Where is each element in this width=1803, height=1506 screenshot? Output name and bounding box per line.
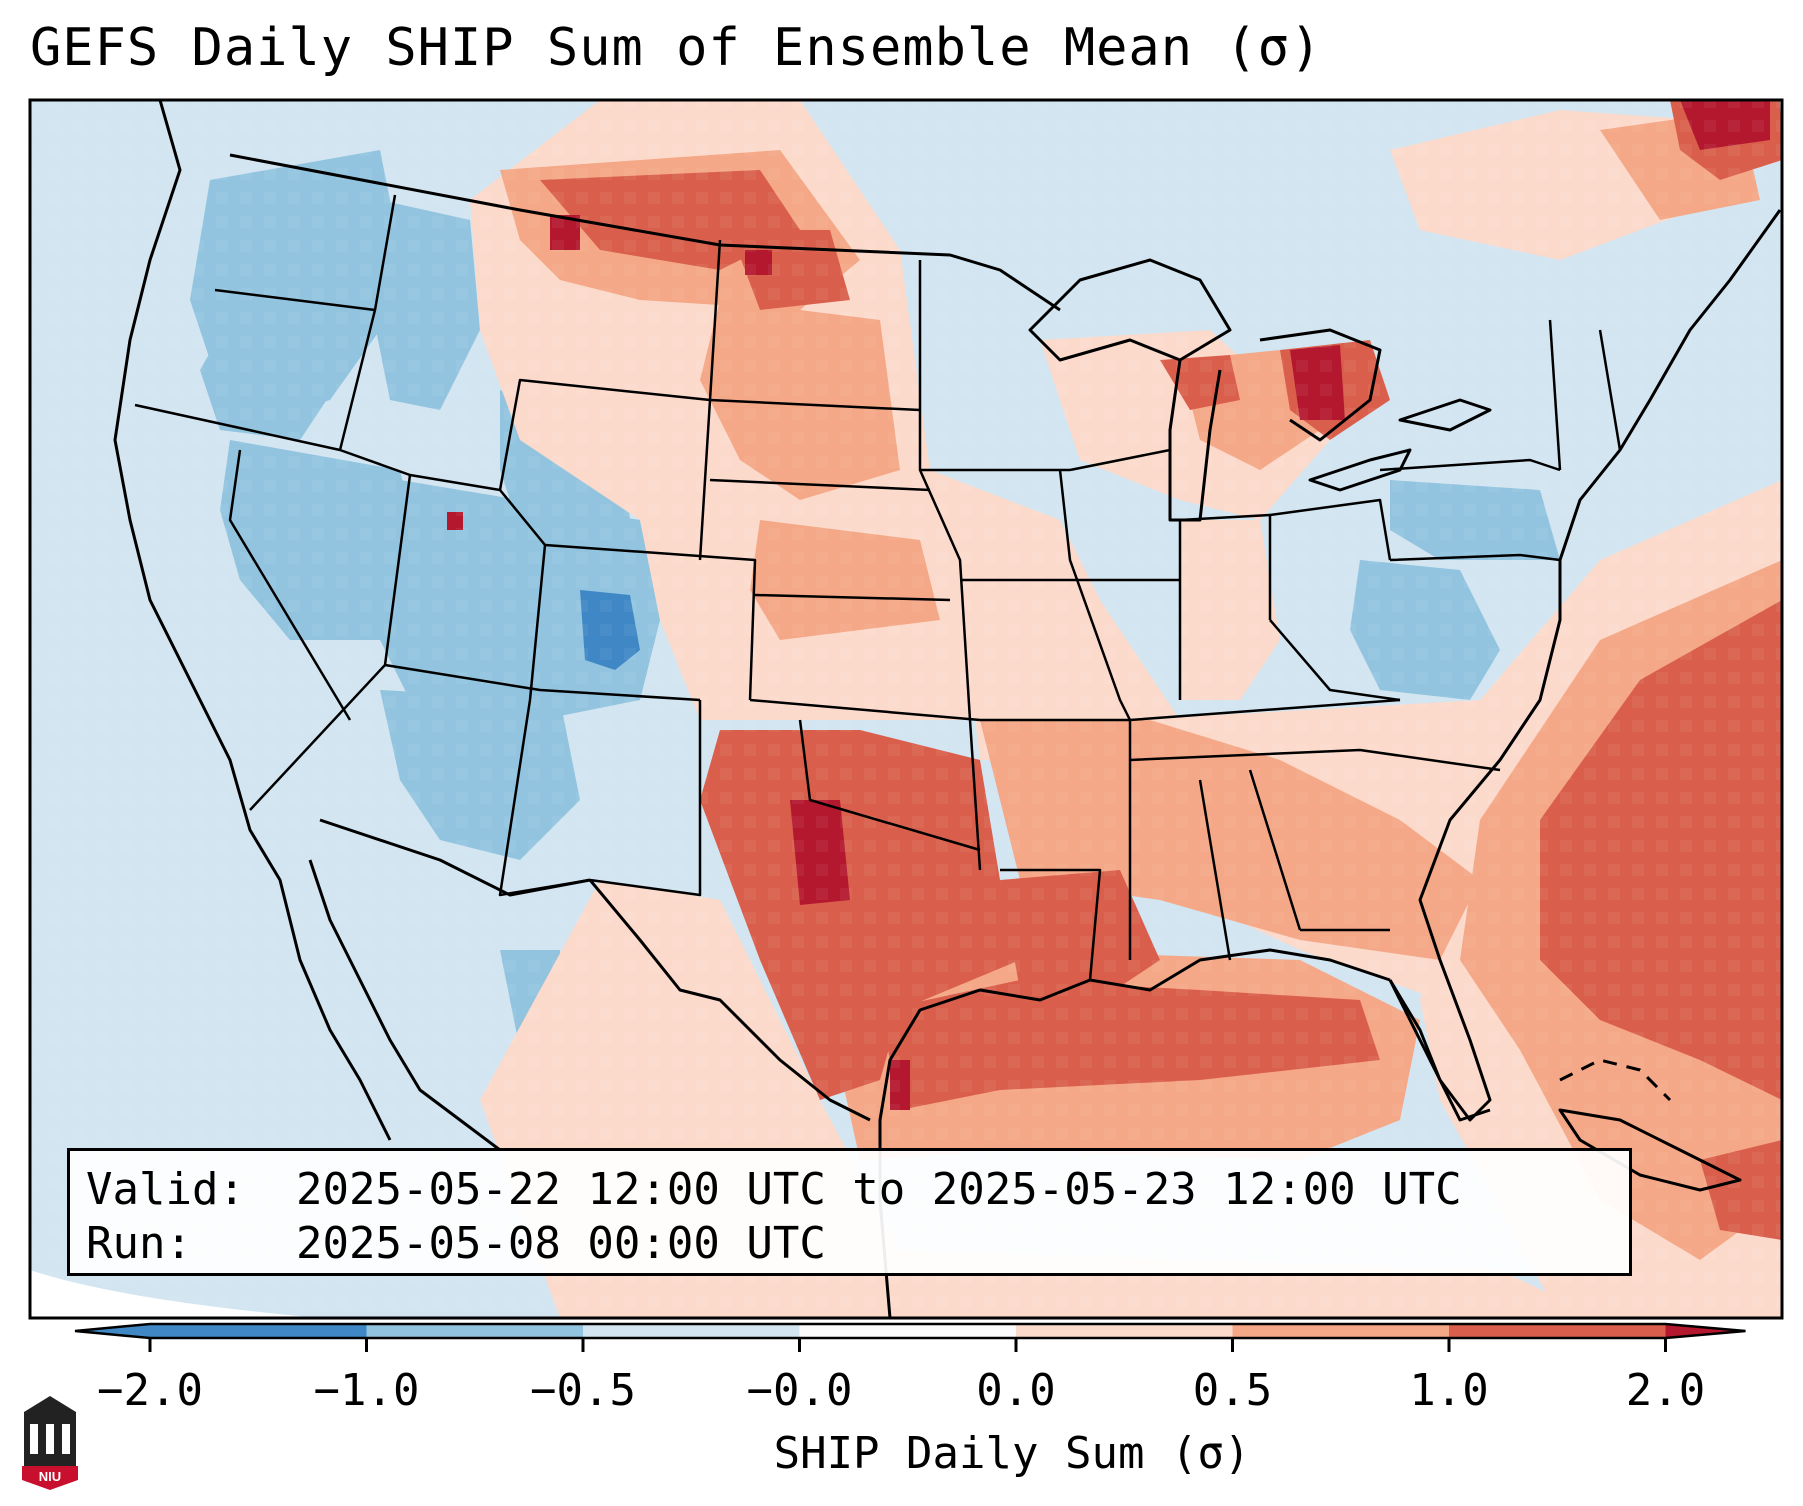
colorbar-segment <box>1449 1324 1666 1338</box>
pacific-coastline <box>113 100 392 1141</box>
lake-erie <box>1308 448 1412 492</box>
map-border <box>28 98 1784 1320</box>
lake-huron <box>1259 328 1382 442</box>
colorbar-tick-label: −1.0 <box>313 1365 420 1416</box>
anomaly-field <box>30 100 1782 1318</box>
gulf-coastline <box>878 948 1391 1318</box>
colorbar-tick-label: 0.5 <box>1192 1365 1273 1416</box>
colorbar-tick-label: −2.0 <box>97 1365 203 1416</box>
colorbar-extend-low <box>75 1324 150 1338</box>
valid-run-box: Valid: 2025-05-22 12:00 UTC to 2025-05-23… <box>67 1148 1632 1276</box>
valid-value: 2025-05-22 12:00 UTC to 2025-05-23 12:00… <box>296 1164 1462 1215</box>
baja-coastline <box>308 859 501 1152</box>
cuba-outline <box>1558 1108 1742 1192</box>
colorbar-segment <box>1016 1324 1233 1338</box>
great-lakes-outline <box>1028 258 1232 362</box>
colorbar-segment <box>150 1324 367 1338</box>
canada-us-border <box>229 153 1061 312</box>
map-title: GEFS Daily SHIP Sum of Ensemble Mean (σ) <box>30 18 1323 78</box>
university-building-icon: NIU <box>22 1396 78 1490</box>
valid-label: Valid: <box>86 1164 245 1215</box>
bahamas-islands <box>1559 1058 1672 1102</box>
ship-map <box>28 98 1784 1320</box>
colorbar-tick-label: 0.0 <box>976 1365 1056 1416</box>
svg-text:NIU: NIU <box>39 1469 61 1484</box>
colorbar-tick-label: −0.0 <box>746 1365 853 1416</box>
colorbar-tick-label: 1.0 <box>1409 1365 1489 1416</box>
colorbar-segment <box>799 1324 1016 1338</box>
colorbar-tick-label: 2.0 <box>1625 1365 1706 1416</box>
colorbar-label: SHIP Daily Sum (σ) <box>773 1428 1251 1479</box>
colorbar-extend-high <box>1665 1324 1746 1338</box>
florida-peninsula <box>1388 979 1491 1122</box>
run-label: Run: <box>86 1218 192 1269</box>
colorbar-segment <box>366 1324 583 1338</box>
colorbar-tick-label: −0.5 <box>530 1365 636 1416</box>
run-value: 2025-05-08 00:00 UTC <box>296 1218 826 1269</box>
state-borders <box>134 194 1622 981</box>
colorbar-segment <box>1232 1324 1449 1338</box>
colorbar-segment <box>583 1324 800 1338</box>
colorbar <box>74 1322 1746 1352</box>
atlantic-coastline <box>1388 209 1782 1122</box>
rio-grande-border <box>588 879 871 1122</box>
lake-ontario <box>1398 398 1492 432</box>
geographic-boundaries <box>113 100 1782 1318</box>
